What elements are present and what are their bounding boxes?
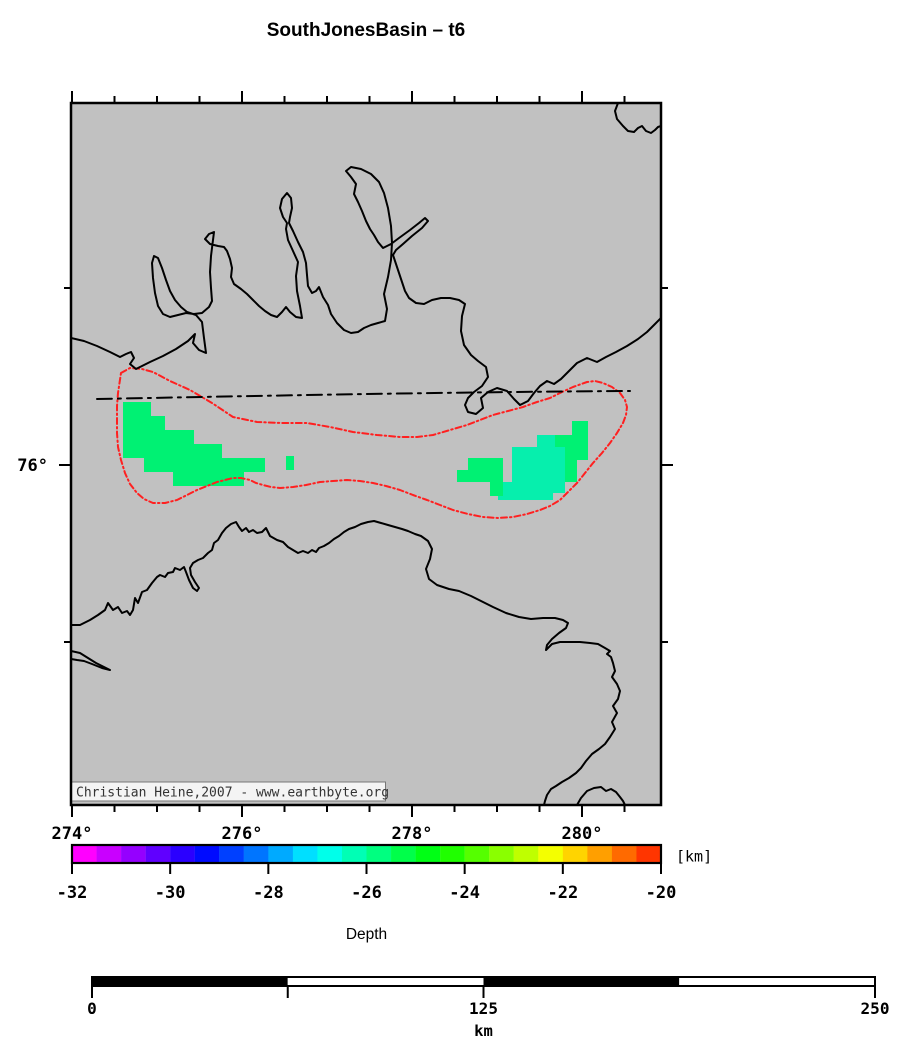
colorbar-segment [440, 845, 465, 863]
colorbar-segment [538, 845, 563, 863]
colorbar-axis-label: Depth [346, 926, 387, 943]
scalebar: 0 125 250 km [87, 976, 890, 1040]
basin-outline-contour [116, 367, 628, 519]
colorbar-segment [194, 845, 220, 863]
coastline-south-bay [71, 520, 621, 805]
colorbar-segment [243, 845, 269, 863]
x-axis-label-280: 280° [562, 824, 603, 844]
depth-patch-right-green-arm [457, 458, 503, 496]
colorbar-segment [391, 845, 416, 863]
colorbar-tick-label: -24 [449, 883, 480, 903]
map-content: Christian Heine,2007 - www.earthbyte.org [71, 103, 661, 805]
coastline-top-right [614, 103, 661, 134]
scalebar-unit-label: km [474, 1022, 493, 1040]
x-axis-label-274: 274° [52, 824, 93, 844]
colorbar-tick-label: -20 [646, 883, 677, 903]
map-frame [69, 101, 663, 807]
scalebar-segment-black [92, 977, 288, 986]
scalebar-ticks [91, 986, 876, 998]
x-axis-label-276: 276° [222, 824, 263, 844]
colorbar: -32 -30 -28 -26 -24 -22 -20 [km] Depth [57, 843, 712, 943]
colorbar-segment [341, 845, 367, 863]
scalebar-label-250: 250 [861, 999, 890, 1018]
colorbar-segment [72, 845, 97, 863]
colorbar-segment [366, 845, 392, 863]
scalebar-segment-white [679, 977, 875, 986]
coastline-left-spit [71, 650, 111, 671]
colorbar-segment [121, 845, 146, 863]
colorbar-segment [489, 845, 514, 863]
colorbar-segment [636, 845, 661, 863]
colorbar-ticks [71, 863, 662, 874]
depth-patch-right-turquoise [498, 435, 565, 500]
colorbar-segment [268, 845, 294, 863]
x-axis-label-278: 278° [392, 824, 433, 844]
colorbar-tick-label: -22 [547, 883, 578, 903]
coastline-fjords [71, 166, 661, 415]
colorbar-segment [292, 845, 318, 863]
colorbar-segment [513, 845, 539, 863]
dash-dot-boundary-line [96, 390, 631, 400]
colorbar-segment [562, 845, 588, 863]
colorbar-segment [587, 845, 613, 863]
colorbar-segment [611, 845, 637, 863]
map-minor-ticks [64, 96, 668, 812]
colorbar-segment [145, 845, 171, 863]
colorbar-segment [464, 845, 490, 863]
scalebar-label-125: 125 [469, 999, 498, 1018]
colorbar-segment [96, 845, 122, 863]
attribution-text: Christian Heine,2007 - www.earthbyte.org [76, 786, 389, 801]
scalebar-segment-white [287, 977, 484, 986]
scalebar-segment-black [483, 977, 680, 986]
colorbar-unit-label: [km] [676, 848, 712, 866]
colorbar-segment [170, 845, 195, 863]
depth-patch-right-green-column [555, 421, 588, 482]
colorbar-tick-label: -28 [253, 883, 284, 903]
depth-patch-speck [286, 456, 294, 470]
colorbar-segment [415, 845, 441, 863]
map-major-ticks [59, 91, 673, 817]
colorbar-segment [219, 845, 244, 863]
scalebar-label-0: 0 [87, 999, 97, 1018]
colorbar-tick-label: -32 [57, 883, 88, 903]
coastline-bottom-right [576, 786, 626, 805]
colorbar-tick-label: -30 [155, 883, 186, 903]
colorbar-segment [317, 845, 343, 863]
colorbar-tick-label: -26 [351, 883, 382, 903]
page-title: SouthJonesBasin – t6 [267, 20, 466, 41]
y-axis-label-76: 76° [17, 456, 48, 476]
depth-patch-left [123, 402, 265, 486]
